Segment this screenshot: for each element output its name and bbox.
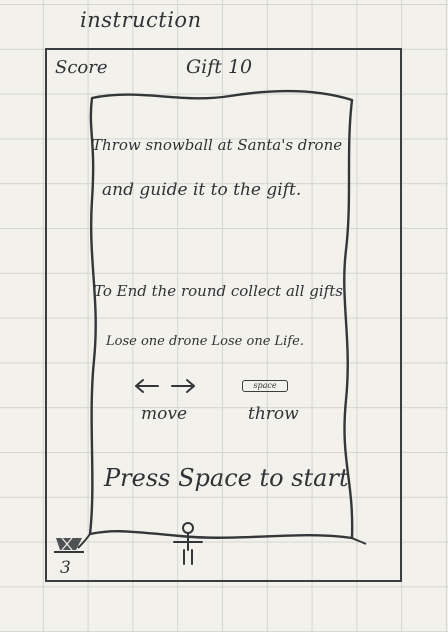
stick-figure-icon (173, 522, 203, 565)
throw-label: throw (248, 404, 299, 424)
score-label: Score (55, 57, 108, 78)
page-title: instruction (80, 8, 202, 32)
lives-count: 3 (60, 558, 71, 578)
instruction-line-3: To End the round collect all gifts (94, 282, 343, 300)
move-label: move (141, 404, 188, 424)
start-prompt[interactable]: Press Space to start (104, 464, 349, 492)
arrow-left-right-icon (135, 379, 195, 393)
instruction-line-2: and guide it to the gift. (102, 180, 302, 200)
gift-counter: Gift 10 (186, 56, 253, 78)
sleigh-icon (54, 537, 84, 553)
space-key-icon: space (242, 380, 288, 392)
game-canvas[interactable] (45, 48, 402, 582)
instruction-line-1: Throw snowball at Santa's drone (92, 136, 343, 154)
instruction-line-4: Lose one drone Lose one Life. (106, 334, 304, 349)
